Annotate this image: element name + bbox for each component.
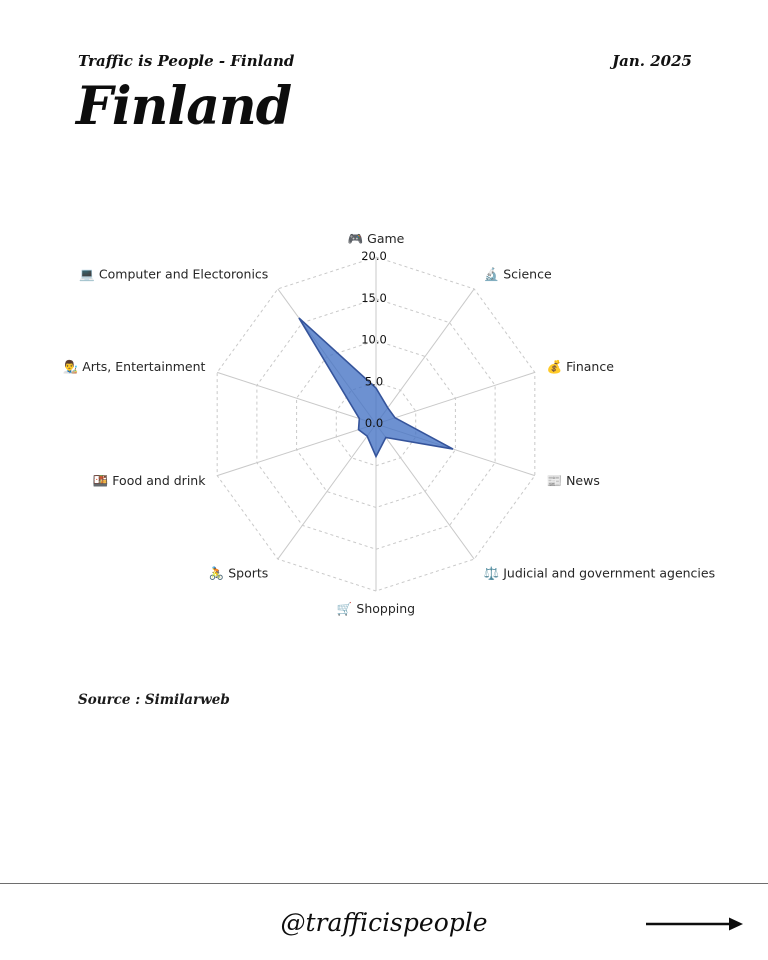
radar-tick-label: 20.0 [361,249,387,263]
header-date: Jan. 2025 [612,52,692,70]
category-label-computer-and-electoronics: 💻 Computer and Electoronics [79,266,268,281]
category-label-judicial-and-government-agencies: ⚖️ Judicial and government agencies [484,566,715,581]
radar-axis-line [277,423,377,560]
category-label-sports: 🚴 Sports [209,566,269,581]
category-label-finance: 💰 Finance [547,359,615,375]
category-label-food-and-drink: 🍱 Food and drink [93,473,206,488]
category-label-science: 🔬 Science [484,266,552,281]
radar-tick-label: 5.0 [365,374,383,388]
next-arrow-icon[interactable] [644,915,744,933]
right-arrow-icon [646,917,743,931]
source-note: Source : Similarweb [78,692,230,708]
radar-axis-line [217,371,377,425]
radar-tick-label: 0.0 [365,416,383,430]
radar-data-polygon [298,317,454,459]
page-title: Finland [76,76,292,137]
category-label-shopping: 🛒 Shopping [337,601,415,616]
category-label-news: 📰 News [547,473,600,488]
header: Traffic is People - Finland Jan. 2025 [78,52,692,70]
radar-tick-label: 15.0 [361,291,387,305]
radar-grid-ring [216,256,536,592]
header-brand: Traffic is People - Finland [78,52,295,70]
category-label-game: 🎮 Game [348,231,405,246]
radar-tick-label: 10.0 [361,333,387,347]
radar-grid-ring [335,381,417,467]
radar-grid-ring [296,339,456,509]
footer-divider [0,883,768,884]
social-handle: @trafficispeople [280,908,488,937]
radar-axis-line [375,288,475,425]
category-label-arts-entertainment: 👨‍🎨 Arts, Entertainment [63,359,206,374]
